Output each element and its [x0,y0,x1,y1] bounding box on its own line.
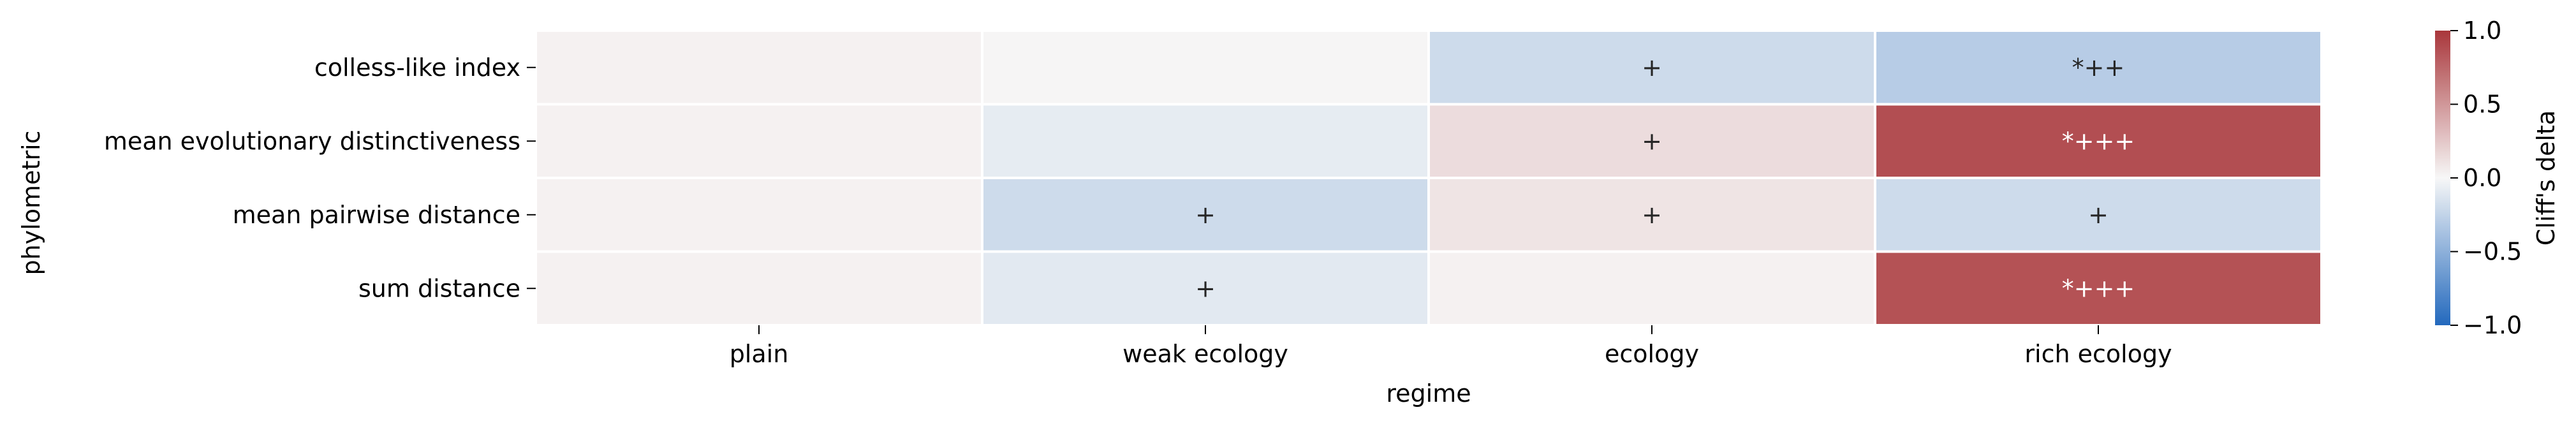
y-tick-label: sum distance [358,274,520,302]
heatmap-cell [983,253,1427,324]
heatmap-cell [983,105,1427,177]
x-axis: plain weak ecology ecology rich ecology [730,325,2172,368]
heatmap-cell [537,253,981,324]
x-tick-label: ecology [1605,340,1699,368]
cell-annotation: + [1642,54,1662,82]
x-tick-label: rich ecology [2024,340,2172,368]
cell-annotation: *+++ [2062,127,2135,155]
cell-annotation: + [1642,201,1662,229]
colorbar-gradient [2435,31,2450,325]
heatmap-cell [1430,253,1874,324]
heatmap-cell-labels: + *+++ *++++ + ++ *+++ [1195,54,2135,303]
heatmap-cell [537,105,981,177]
heatmap-cell [537,179,981,251]
x-tick-label: plain [730,340,789,368]
y-axis: colless-like index mean evolutionary dist… [104,54,536,302]
colorbar-label: Cliff's delta [2532,110,2560,246]
y-tick-label: mean pairwise distance [233,201,520,229]
cell-annotation: + [1642,127,1662,155]
colorbar-tick-label: 0.0 [2463,164,2501,192]
x-axis-label: regime [1386,379,1471,408]
colorbar-tick-label: 0.5 [2463,91,2501,119]
cell-annotation: *++ [2072,54,2125,82]
heatmap-cells [537,32,2320,324]
heatmap-cell [1430,179,1874,251]
cell-annotation: + [1195,201,1216,229]
heatmap-cell [1876,253,2320,324]
heatmap-cell [983,179,1427,251]
colorbar-tick-label: −0.5 [2463,238,2522,266]
cell-annotation: + [1195,274,1216,302]
heatmap-cell [1430,105,1874,177]
y-axis-label: phylometric [17,131,45,275]
heatmap-cell [1876,179,2320,251]
heatmap-cell [1876,105,2320,177]
heatmap-cell [983,32,1427,103]
cell-annotation: *+++ [2062,274,2135,302]
heatmap-cell [537,32,981,103]
y-tick-label: mean evolutionary distinctiveness [104,127,520,155]
heatmap-cell [1430,32,1874,103]
cell-annotation: + [2088,201,2109,229]
heatmap-cell [1876,32,2320,103]
colorbar-ticks: 1.0 0.5 0.0 −0.5 −1.0 [2450,17,2522,339]
y-tick-label: colless-like index [314,54,520,82]
x-tick-label: weak ecology [1122,340,1288,368]
colorbar: 1.0 0.5 0.0 −0.5 −1.0 Cliff's delta [2435,17,2560,339]
colorbar-tick-label: −1.0 [2463,311,2522,339]
colorbar-tick-label: 1.0 [2463,17,2501,45]
